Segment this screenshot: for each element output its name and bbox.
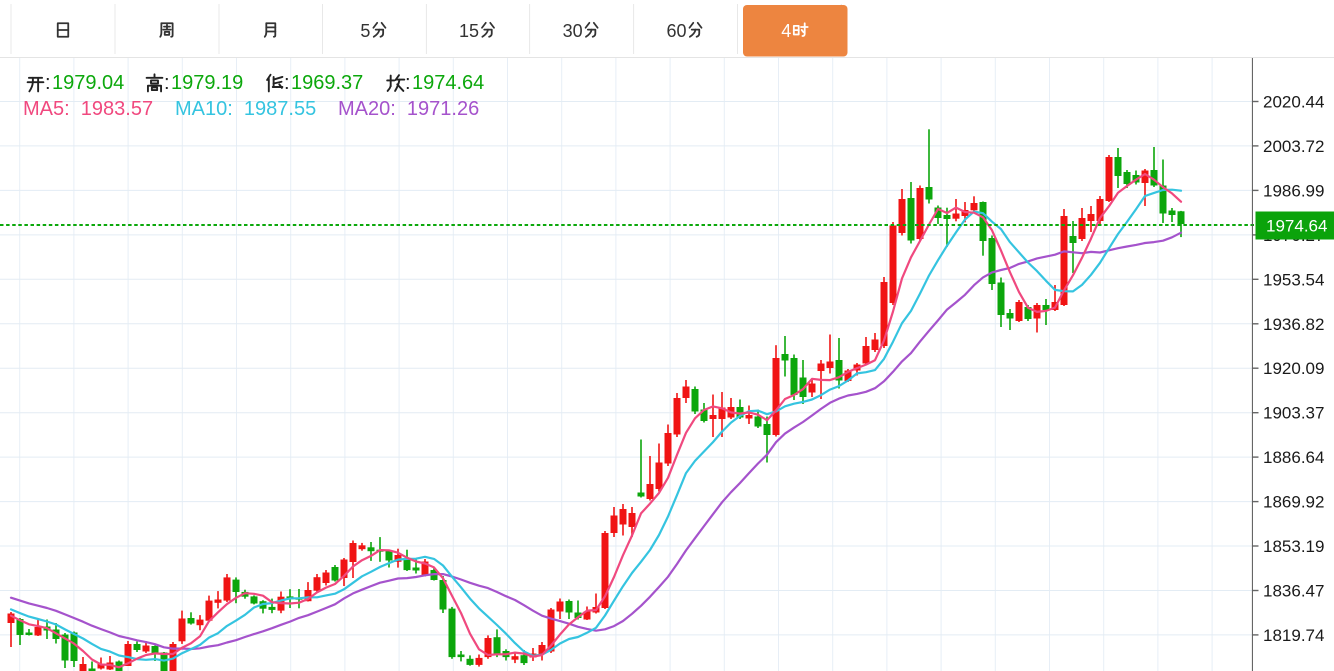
svg-text:MA10: 1987.55: MA10: 1987.55 (175, 98, 316, 120)
svg-text:2003.72: 2003.72 (1263, 137, 1324, 156)
svg-text:1853.19: 1853.19 (1263, 537, 1324, 556)
svg-text:1969.37: 1969.37 (291, 72, 363, 94)
svg-text::: : (45, 72, 51, 94)
svg-text:1886.64: 1886.64 (1263, 448, 1324, 467)
svg-text:60: 60 (667, 21, 687, 41)
svg-text:1936.82: 1936.82 (1263, 315, 1324, 334)
svg-text:1974.64: 1974.64 (1266, 217, 1327, 236)
svg-text:5: 5 (360, 21, 370, 41)
svg-text:4: 4 (781, 21, 791, 41)
svg-text::: : (164, 72, 170, 94)
svg-text:MA20: 1971.26: MA20: 1971.26 (338, 98, 479, 120)
svg-text:1979.04: 1979.04 (52, 72, 124, 94)
svg-text:MA5: 1983.57: MA5: 1983.57 (23, 98, 153, 120)
svg-text:15: 15 (459, 21, 479, 41)
svg-text:1920.09: 1920.09 (1263, 359, 1324, 378)
svg-text:1974.64: 1974.64 (412, 72, 484, 94)
svg-text::: : (284, 72, 290, 94)
svg-text:1903.37: 1903.37 (1263, 404, 1324, 423)
svg-text:1953.54: 1953.54 (1263, 270, 1324, 289)
svg-text:1869.92: 1869.92 (1263, 493, 1324, 512)
svg-text:2020.44: 2020.44 (1263, 93, 1324, 112)
svg-text:1979.19: 1979.19 (171, 72, 243, 94)
svg-text:1819.74: 1819.74 (1263, 626, 1324, 645)
svg-text:30: 30 (563, 21, 583, 41)
svg-text:1986.99: 1986.99 (1263, 181, 1324, 200)
svg-text:1836.47: 1836.47 (1263, 582, 1324, 601)
svg-text::: : (405, 72, 411, 94)
